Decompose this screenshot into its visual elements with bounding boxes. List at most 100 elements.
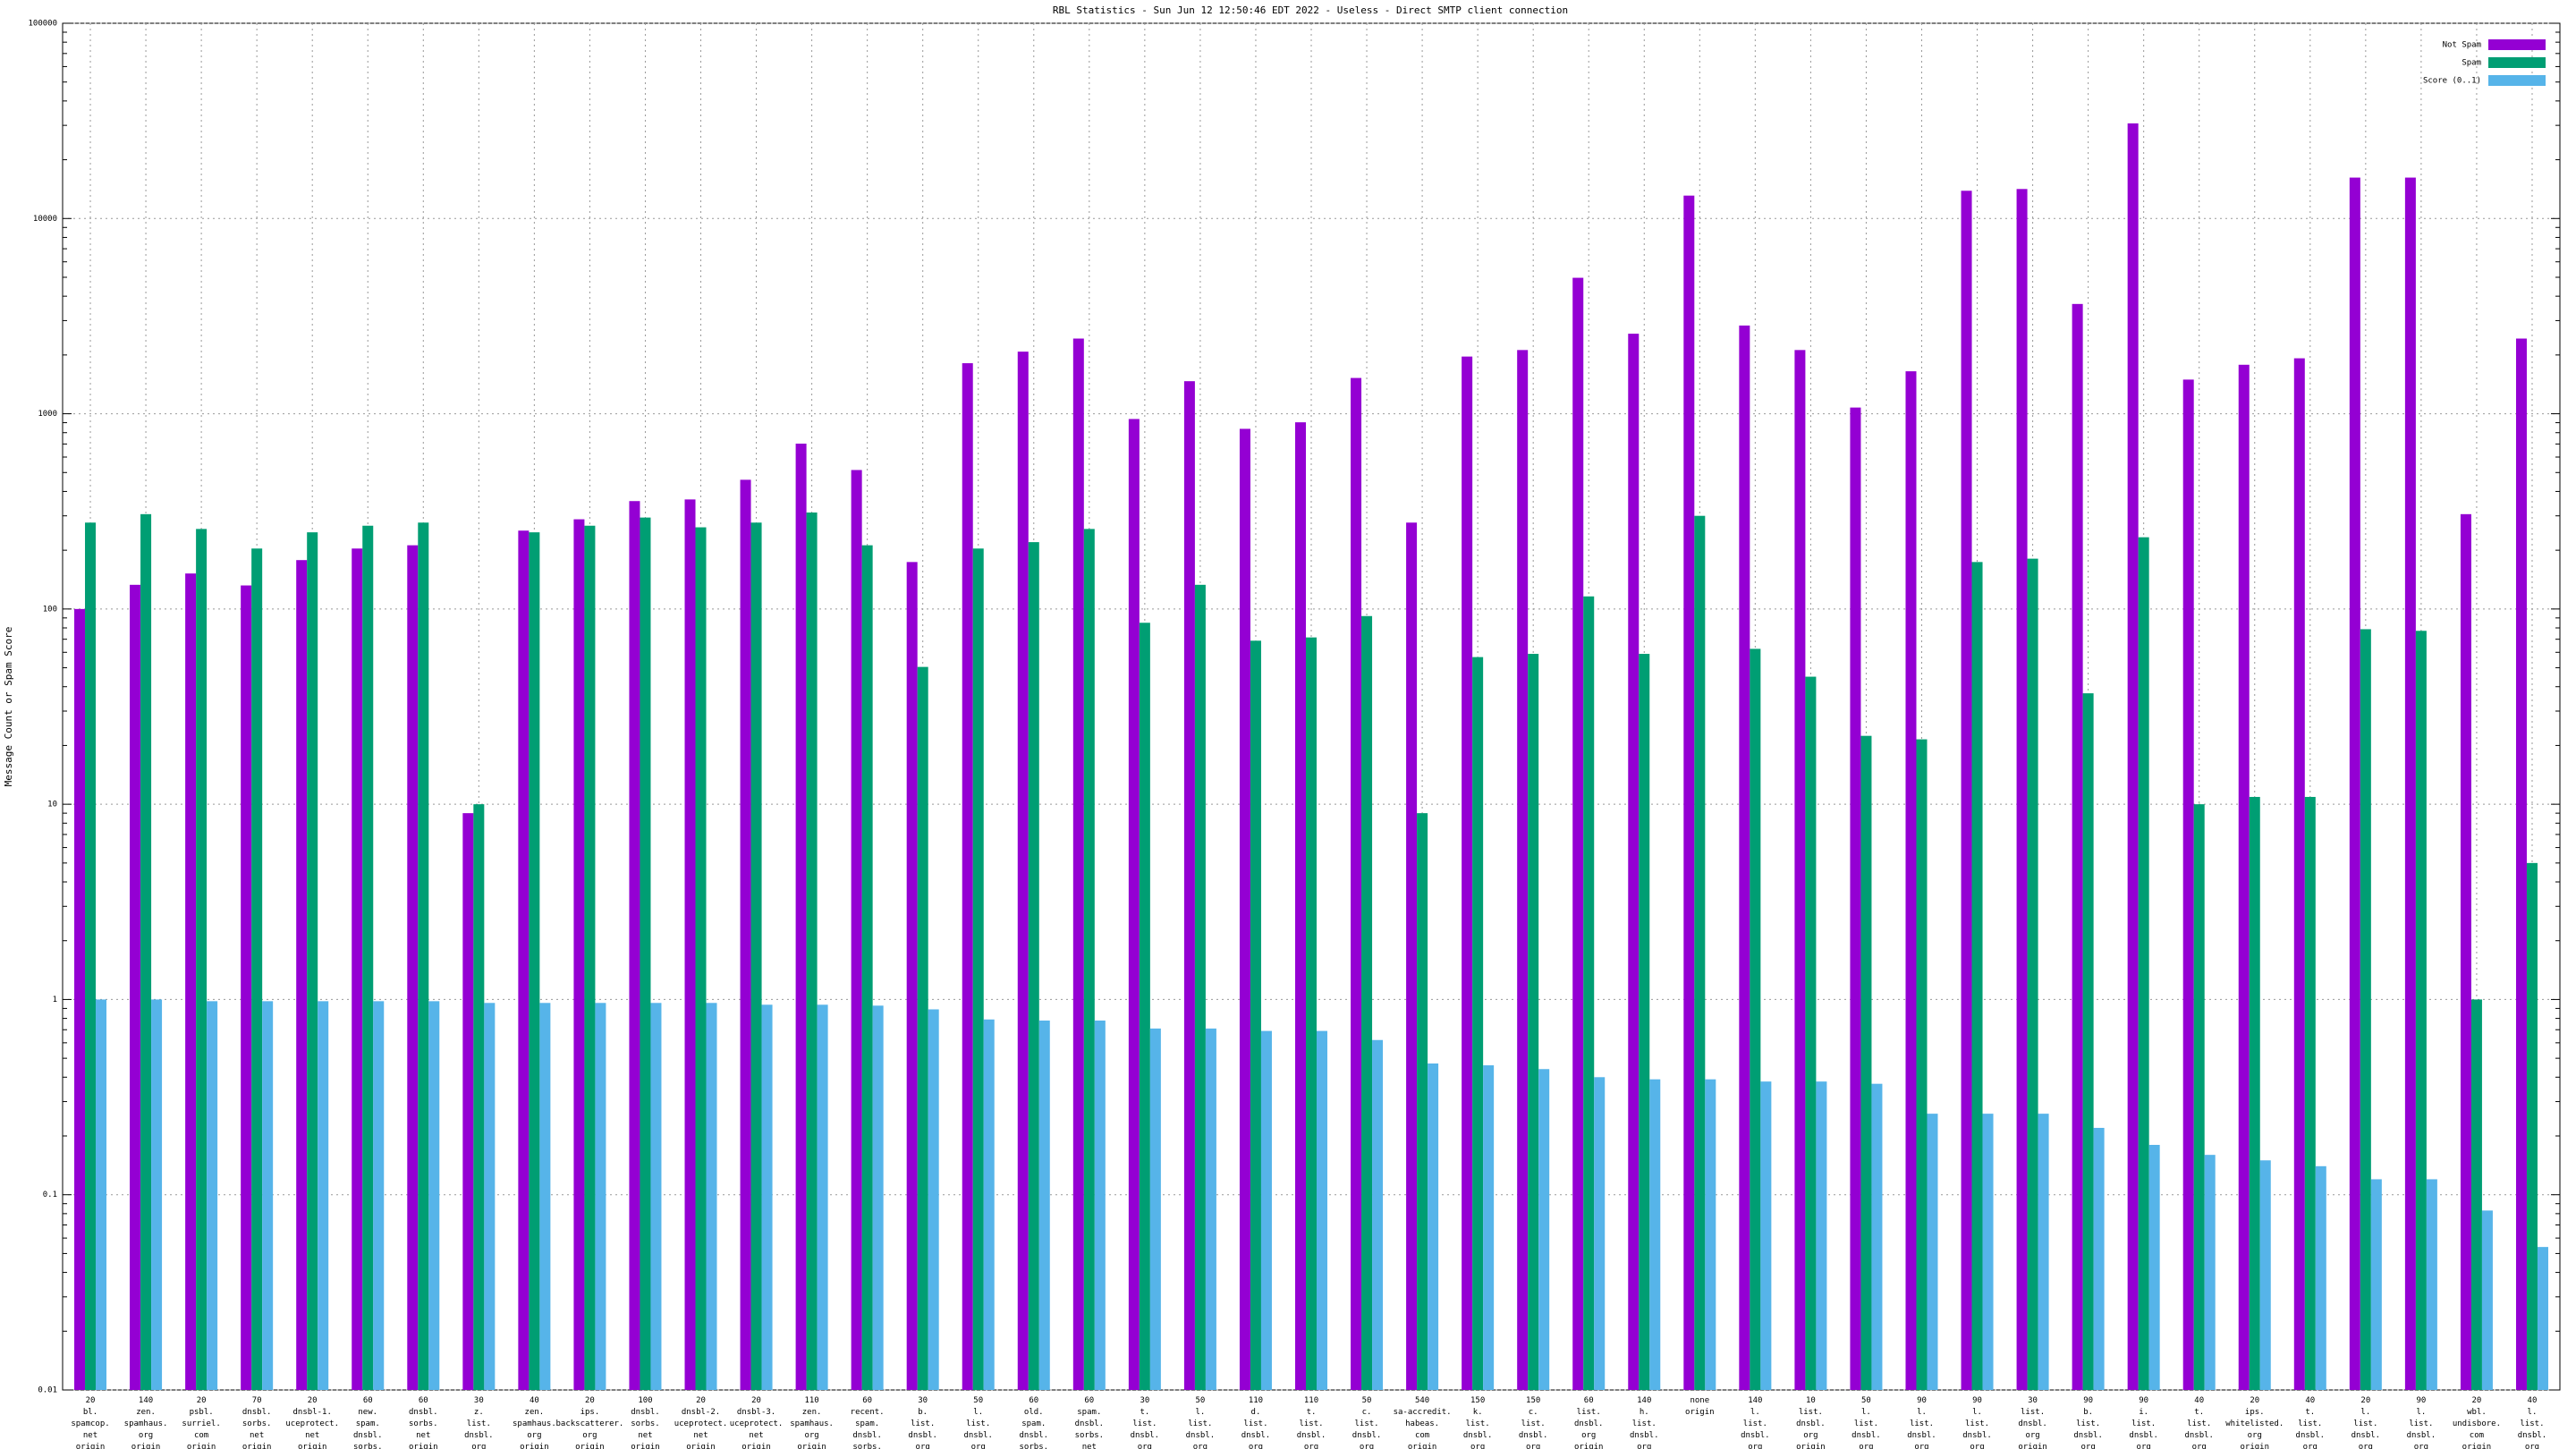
bar: [428, 1001, 440, 1390]
bar: [2038, 1114, 2049, 1390]
bar: [2304, 796, 2316, 1390]
bar: [140, 513, 152, 1390]
y-tick-label: 100000: [28, 20, 57, 29]
bar: [196, 529, 208, 1390]
bar: [1805, 676, 1817, 1390]
x-tick-label: 20 dnsbl-3. uceprotect. net origin: [730, 1396, 784, 1449]
bar: [1094, 1020, 1106, 1390]
bar: [972, 548, 984, 1390]
bar: [462, 813, 474, 1390]
bar: [2426, 1179, 2437, 1390]
bar: [2182, 379, 2194, 1390]
bar: [640, 517, 651, 1390]
bar: [872, 1005, 884, 1390]
bar: [2259, 1160, 2271, 1390]
bar: [1750, 648, 1761, 1390]
bar: [241, 585, 252, 1390]
bar: [130, 584, 141, 1390]
bar: [2470, 999, 2482, 1390]
legend-label: Score (0..1): [2423, 77, 2481, 86]
bar: [2238, 364, 2250, 1390]
bar: [2148, 1144, 2160, 1390]
bar: [1517, 350, 1529, 1391]
bar: [1905, 371, 1917, 1390]
bar: [1971, 562, 1983, 1390]
bar: [595, 1003, 606, 1390]
bar: [1794, 350, 1806, 1391]
bar: [518, 530, 530, 1390]
bar: [2127, 123, 2139, 1391]
bar: [296, 560, 308, 1390]
x-tick-label: none origin: [1685, 1396, 1715, 1417]
bar: [2072, 303, 2083, 1390]
bar: [1128, 419, 1140, 1390]
bar: [851, 470, 862, 1391]
bar: [1760, 1081, 1772, 1390]
bar: [706, 1003, 717, 1390]
bar: [695, 527, 707, 1390]
bar: [1982, 1114, 1994, 1390]
bar: [484, 1003, 496, 1390]
y-tick-label: 10000: [33, 215, 57, 224]
bar: [539, 1003, 551, 1390]
bar: [373, 1001, 385, 1390]
bar: [2027, 558, 2038, 1390]
bar: [1628, 334, 1640, 1391]
x-tick-label: 20 wbl. undisbore. com origin: [2453, 1396, 2501, 1449]
bar: [185, 573, 197, 1390]
bar: [1017, 352, 1029, 1390]
y-tick-label: 10: [47, 801, 57, 809]
bar: [1205, 1028, 1216, 1390]
bar: [740, 479, 751, 1390]
bar: [2193, 804, 2205, 1390]
x-tick-label: 100 dnsbl. sorbs. net origin: [631, 1396, 660, 1449]
bar: [1739, 325, 1750, 1391]
x-tick-label: 20 ips. backscatterer. org origin: [555, 1396, 623, 1449]
bar: [573, 519, 585, 1390]
bar: [1083, 529, 1095, 1390]
bar: [473, 804, 485, 1390]
bar: [962, 363, 973, 1390]
bar: [2138, 537, 2149, 1390]
x-tick-label: 30 list. dnsbl. org origin: [2018, 1396, 2047, 1449]
bar: [251, 548, 263, 1390]
bar: [1916, 739, 1928, 1390]
bar: [2315, 1165, 2326, 1390]
bar: [629, 501, 640, 1390]
bar: [1139, 623, 1150, 1390]
bar: [684, 499, 696, 1390]
legend-swatch: [2488, 39, 2546, 50]
bar: [207, 1001, 218, 1390]
bar: [2515, 338, 2527, 1390]
bar: [318, 1001, 329, 1390]
bar: [1372, 1039, 1384, 1390]
bar: [74, 608, 86, 1390]
x-tick-label: 60 dnsbl. sorbs. net origin: [409, 1396, 438, 1449]
y-tick-label: 0.1: [43, 1191, 57, 1199]
x-tick-label: 10 list. dnsbl. org origin: [1796, 1396, 1826, 1449]
bar: [1260, 1030, 1272, 1390]
bar: [917, 666, 928, 1390]
legend-swatch: [2488, 57, 2546, 68]
bar: [1250, 640, 1261, 1390]
x-tick-label: 140 zen. spamhaus. org origin: [124, 1396, 168, 1449]
bar: [761, 1004, 773, 1390]
bar: [750, 522, 762, 1390]
bar: [817, 1004, 828, 1390]
bar: [1694, 515, 1706, 1390]
bar: [2360, 629, 2371, 1390]
bar: [151, 999, 163, 1390]
bar: [928, 1009, 939, 1390]
